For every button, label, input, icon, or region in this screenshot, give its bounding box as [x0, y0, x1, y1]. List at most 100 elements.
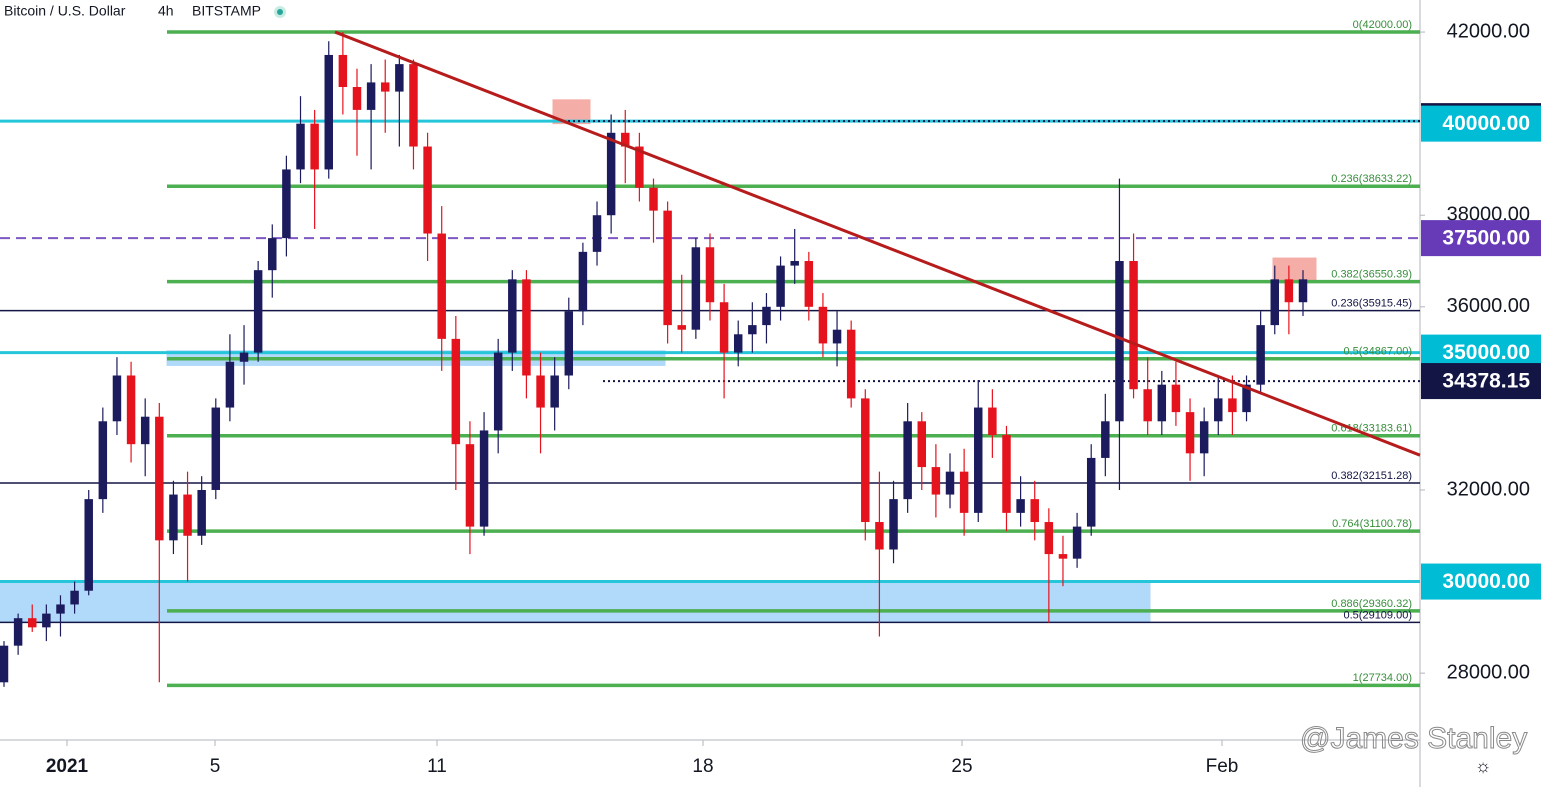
- candle-body: [437, 233, 446, 339]
- watermark: @James Stanley: [1300, 722, 1527, 755]
- candle-body: [98, 421, 108, 500]
- candle-body: [1157, 384, 1167, 422]
- candle-body: [1115, 261, 1124, 422]
- candle-body: [225, 361, 235, 408]
- candle-body: [1030, 499, 1039, 523]
- layers: 0(42000.00) 0.236(38633.22) 0.382(36550.39…: [0, 19, 1421, 688]
- candle-body: [762, 306, 771, 326]
- price-badge-label: 37500.00: [1442, 227, 1530, 250]
- y-tick-label: 38000.00: [1447, 204, 1530, 226]
- x-tick-label: 5: [210, 756, 221, 777]
- candle-body: [409, 64, 418, 147]
- candle-body: [1256, 325, 1265, 385]
- candle-body: [719, 302, 729, 353]
- x-tick-label: 2021: [46, 756, 89, 777]
- candle-body: [903, 421, 912, 500]
- candle-body: [790, 261, 799, 266]
- candle-body: [1228, 398, 1237, 413]
- interval: 4h: [158, 3, 174, 19]
- candle-body: [310, 123, 319, 170]
- candle-body: [522, 279, 531, 376]
- candle-body: [155, 416, 164, 541]
- candle-body: [931, 467, 941, 495]
- candle-body: [211, 407, 221, 490]
- y-tick-label: 28000.00: [1447, 661, 1530, 683]
- candle-body: [451, 338, 461, 445]
- price-badge-label: 40000.00: [1442, 112, 1530, 135]
- candle-body: [395, 64, 404, 92]
- fib-label: 0.382(32151.28): [1331, 470, 1412, 482]
- x-tick-label: 25: [951, 756, 972, 777]
- candle-body: [733, 334, 743, 353]
- y-tick-label: 32000.00: [1447, 478, 1530, 500]
- candle-body: [479, 430, 489, 527]
- candle-body: [1016, 499, 1025, 513]
- candle-body: [663, 210, 672, 326]
- candle-body: [84, 499, 93, 591]
- candle-body: [380, 82, 390, 92]
- candle-body: [70, 590, 79, 605]
- candle-body: [296, 123, 305, 170]
- candle-body: [550, 375, 559, 408]
- candle-body: [1129, 261, 1138, 390]
- fib-label: 0.236(38633.22): [1331, 173, 1412, 185]
- price-badge-label: 30000.00: [1442, 570, 1530, 593]
- candle-body: [140, 416, 150, 445]
- candle-body: [889, 499, 898, 550]
- candle-body: [0, 645, 9, 683]
- candle-body: [13, 618, 23, 646]
- candle-body: [42, 613, 51, 628]
- candle-body: [776, 265, 785, 307]
- y-tick-label: 42000.00: [1447, 20, 1530, 42]
- x-tick-label: 11: [427, 756, 447, 777]
- fib-label: 0.764(31100.78): [1332, 518, 1412, 530]
- price-badge: [1421, 105, 1541, 142]
- candle-body: [1101, 421, 1110, 458]
- status-dot: [277, 9, 283, 15]
- candle-body: [945, 471, 955, 495]
- candle-body: [282, 169, 291, 239]
- fib-label: 0.5(29109.00): [1344, 609, 1413, 621]
- candle-body: [621, 132, 630, 147]
- candle-body: [352, 87, 362, 110]
- candle-body: [1072, 526, 1082, 559]
- candle-body: [846, 329, 856, 399]
- candle-body: [112, 375, 122, 422]
- candle-body: [578, 251, 588, 312]
- candle-body: [126, 375, 136, 445]
- candle-body: [974, 407, 983, 513]
- candle-body: [1143, 389, 1152, 422]
- candle-body: [804, 261, 814, 307]
- title-backdrop: [0, 0, 300, 22]
- candle-body: [268, 238, 277, 271]
- candle-body: [1214, 398, 1223, 422]
- candle-body: [1284, 279, 1294, 303]
- candle-body: [1058, 554, 1068, 559]
- x-tick-label: 18: [692, 756, 713, 777]
- candle-body: [1044, 522, 1054, 555]
- candle-body: [1171, 384, 1181, 413]
- candle-body: [493, 352, 503, 431]
- candle-body: [875, 522, 884, 550]
- candle-body: [536, 375, 545, 408]
- candle-body: [1086, 457, 1096, 527]
- symbol-name: Bitcoin / U.S. Dollar: [4, 3, 126, 19]
- candle-body: [183, 494, 192, 536]
- candle-body: [592, 215, 602, 252]
- candle-body: [917, 421, 927, 468]
- candle-body: [366, 82, 376, 110]
- candle-body: [423, 146, 432, 234]
- price-badge: [1421, 220, 1541, 257]
- x-tick-label: Feb: [1206, 756, 1239, 777]
- settings-icon[interactable]: ☼: [1475, 756, 1492, 776]
- candle-body: [1270, 279, 1279, 326]
- candle-body: [959, 471, 969, 513]
- candle-body: [606, 132, 616, 216]
- exchange: BITSTAMP: [192, 3, 261, 19]
- candle-body: [28, 618, 37, 628]
- fib-label: 0.236(35915.45): [1331, 298, 1412, 310]
- candle-body: [508, 279, 517, 353]
